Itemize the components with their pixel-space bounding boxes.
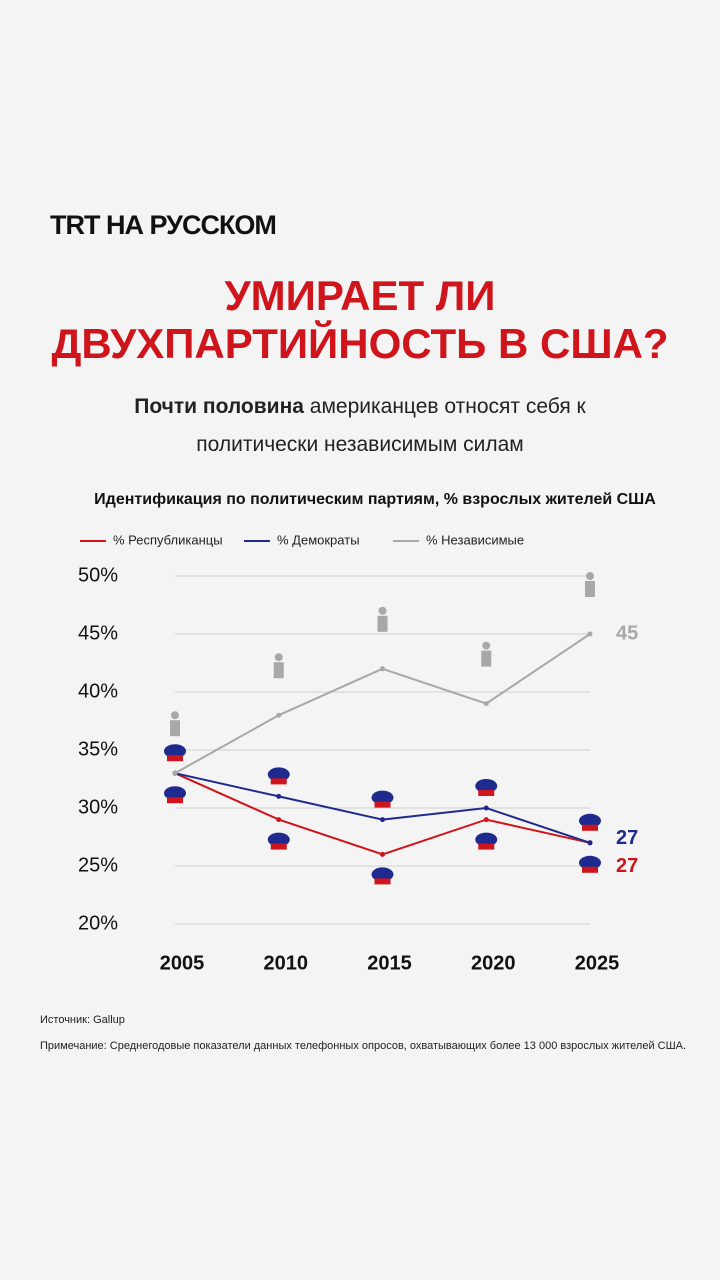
point (380, 666, 385, 672)
x-tick-label: 2015 (367, 952, 412, 974)
x-tick-label: 2025 (575, 952, 620, 974)
brand-rest: НА РУССКОМ (106, 210, 277, 240)
x-tick-label: 2020 (471, 952, 516, 974)
series-line (174, 633, 591, 775)
series-line (174, 772, 591, 856)
chart-title: Идентификация по политическим партиям, %… (94, 491, 656, 508)
person-icon (481, 650, 492, 667)
legend-label: % Республиканцы (113, 532, 223, 547)
donkey-icon (582, 824, 598, 831)
donkey-icon (167, 755, 183, 762)
point (276, 817, 282, 823)
elephant-icon (374, 878, 391, 885)
legend-label: % Демократы (277, 532, 360, 547)
point (380, 817, 385, 823)
elephant-icon (582, 866, 598, 873)
person-icon (171, 711, 179, 720)
point (276, 793, 282, 799)
point (276, 712, 282, 718)
end-label: 45 (616, 622, 638, 644)
point (587, 840, 593, 846)
legend-label: % Независимые (426, 532, 524, 547)
person-icon (170, 720, 180, 737)
point (380, 851, 385, 857)
person-icon (378, 606, 387, 615)
person-icon (585, 581, 595, 597)
donkey-icon (371, 790, 394, 805)
donkey-icon (478, 790, 495, 796)
y-tick-label: 25% (78, 854, 118, 876)
elephant-icon (371, 867, 394, 882)
elephant-icon (579, 855, 601, 870)
elephant-icon (478, 843, 495, 850)
brand: TRT НА РУССКОМ (50, 210, 277, 241)
y-tick-label: 45% (78, 622, 118, 644)
elephant-icon (270, 843, 287, 850)
person-icon (274, 653, 283, 662)
elephant-icon (267, 832, 290, 847)
donkey-icon (164, 744, 186, 759)
elephant-icon (167, 797, 183, 804)
y-tick-label: 35% (78, 738, 118, 760)
y-tick-label: 50% (78, 564, 118, 586)
x-tick-label: 2005 (160, 952, 205, 974)
subtitle: Почти половина американцев относят себя … (100, 388, 620, 464)
donkey-icon (267, 767, 290, 782)
person-icon (586, 572, 594, 580)
point (587, 631, 593, 637)
end-label: 27 (616, 855, 638, 877)
point (483, 817, 489, 823)
subtitle-bold: Почти половина (134, 395, 304, 418)
end-label: 27 (616, 827, 638, 849)
point (172, 770, 178, 776)
elephant-icon (475, 832, 498, 847)
person-icon (377, 615, 388, 632)
title-line: ДВУХПАРТИЙНОСТЬ В США? (51, 320, 669, 367)
elephant-icon (164, 786, 186, 801)
point (483, 805, 489, 811)
title-line: УМИРАЕТ ЛИ (224, 272, 496, 319)
x-tick-label: 2010 (264, 952, 309, 974)
donkey-icon (579, 813, 601, 828)
source: Источник: Gallup (40, 1014, 125, 1026)
note: Примечание: Среднегодовые показатели дан… (40, 1040, 687, 1052)
person-icon (273, 662, 284, 679)
donkey-icon (374, 801, 391, 808)
y-tick-label: 20% (78, 912, 118, 934)
donkey-icon (475, 779, 498, 793)
brand-bold: TRT (50, 210, 100, 240)
y-tick-label: 40% (78, 680, 118, 702)
subtitle-rest: американцев относят себя к политически н… (196, 395, 586, 456)
point (483, 701, 489, 707)
person-icon (482, 641, 491, 650)
donkey-icon (270, 778, 287, 785)
y-tick-label: 30% (78, 796, 118, 818)
